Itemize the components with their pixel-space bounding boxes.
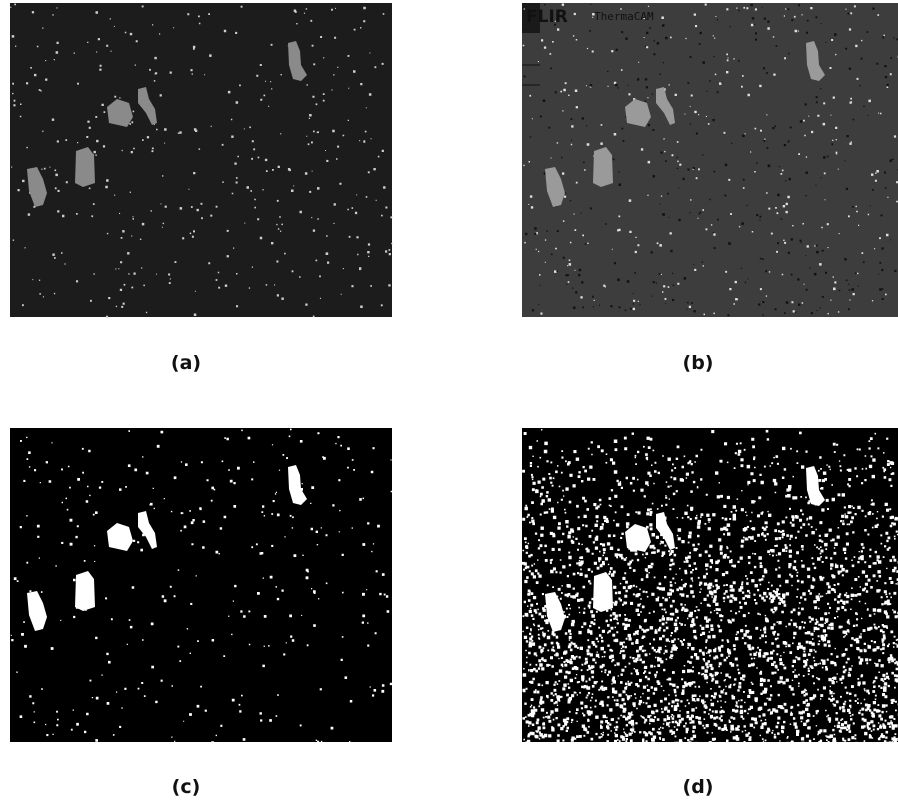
caption: (a) [170,352,202,374]
figure-panels: FLIR ThermaCAM [10,3,898,746]
panel-d [522,428,898,746]
caption: (d) [682,776,714,798]
panel-b: FLIR ThermaCAM [522,3,898,317]
panel-a [10,3,393,318]
noise [522,429,898,746]
logo: FLIR [526,7,568,27]
caption: (c) [171,776,201,798]
panel-c [10,428,393,744]
overlay-text: ThermaCAM [594,10,654,23]
caption: (b) [682,352,714,374]
